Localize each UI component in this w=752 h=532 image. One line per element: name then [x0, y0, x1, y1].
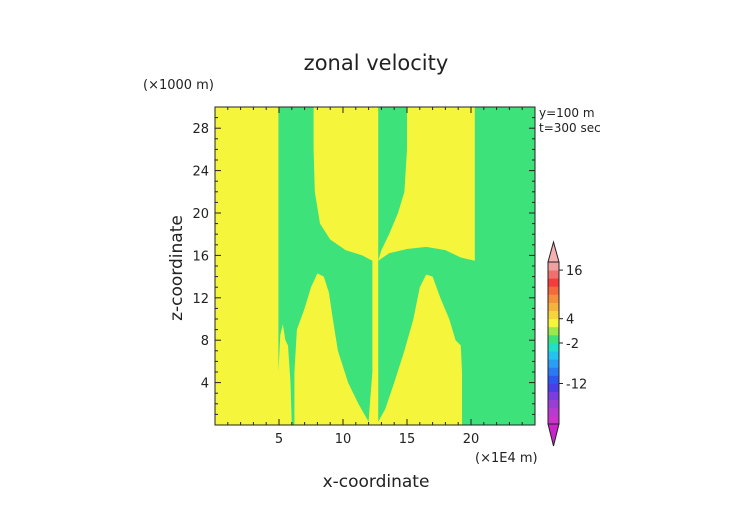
colorbar-level-12 — [548, 286, 559, 295]
colorbar-level--6 — [548, 359, 559, 368]
x-tick-label: 10 — [335, 432, 352, 447]
y-tick-label: 24 — [192, 165, 209, 180]
colorbar-level-16 — [548, 270, 559, 279]
plot-area — [214, 106, 536, 426]
colorbar-level-6 — [548, 310, 559, 320]
y-tick-label: 28 — [192, 122, 209, 137]
colorbar-level--10 — [548, 375, 559, 384]
annotation-time: t=300 sec — [539, 121, 601, 135]
colorbar-tick-label: -2 — [566, 337, 579, 352]
chart-title: zonal velocity — [304, 51, 449, 75]
colorbar-level-2 — [548, 326, 559, 336]
colorbar-level--8 — [548, 367, 559, 376]
y-axis-unit: (×1000 m) — [143, 78, 214, 93]
y-axis-label: z-coordinate — [167, 215, 187, 321]
x-axis-unit: (×1E4 m) — [475, 451, 538, 466]
colorbar-level-8 — [548, 302, 559, 311]
y-tick-label: 4 — [201, 377, 209, 392]
annotation-y-position: y=100 m — [539, 106, 595, 120]
colorbar-level-10 — [548, 294, 559, 303]
x-axis-label: x-coordinate — [323, 472, 430, 492]
negative-velocity-region — [378, 107, 407, 261]
y-tick-label: 16 — [192, 249, 209, 264]
y-tick-label: 8 — [201, 334, 209, 349]
x-axis: 5 10 15 20 — [227, 107, 523, 447]
colorbar-level--12 — [548, 383, 559, 392]
x-tick-label: 20 — [463, 432, 480, 447]
colorbar: 16 4 -2 -12 — [547, 240, 587, 447]
x-tick-label: 15 — [399, 432, 416, 447]
colorbar-tick-label: 16 — [566, 264, 583, 279]
colorbar-level--14 — [548, 391, 559, 401]
colorbar-level-4 — [548, 318, 559, 328]
colorbar-level--16 — [548, 399, 559, 409]
colorbar-level--2 — [548, 343, 559, 352]
colorbar-level--4 — [548, 351, 559, 360]
y-tick-label: 12 — [192, 292, 209, 307]
colorbar-level--20 — [548, 415, 559, 425]
colorbar-tick-label: 4 — [566, 313, 574, 328]
colorbar-level--18 — [548, 407, 559, 417]
x-tick-label: 5 — [275, 432, 283, 447]
colorbar-level-14 — [548, 278, 559, 287]
colorbar-high-extension — [547, 240, 560, 263]
y-tick-label: 20 — [192, 207, 209, 222]
colorbar-level-18 — [548, 262, 559, 271]
colorbar-low-extension — [547, 423, 560, 447]
negative-velocity-region — [378, 107, 535, 425]
y-axis: 4 8 12 16 20 24 28 — [192, 117, 535, 415]
colorbar-tick-label: -12 — [566, 378, 587, 393]
negative-velocity-region — [278, 107, 373, 425]
colorbar-level-0 — [548, 334, 559, 344]
